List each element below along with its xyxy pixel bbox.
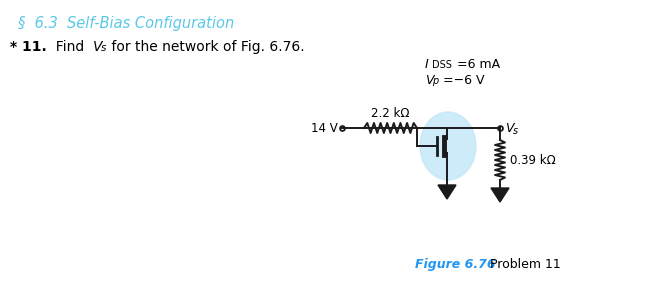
Text: * 11.: * 11. bbox=[10, 40, 47, 54]
Ellipse shape bbox=[420, 112, 476, 180]
Text: DSS: DSS bbox=[432, 60, 452, 70]
Text: 14 V: 14 V bbox=[311, 121, 338, 135]
Text: p: p bbox=[432, 76, 438, 86]
Text: =−6 V: =−6 V bbox=[439, 74, 485, 87]
Text: §  6.3  Self-Bias Configuration: § 6.3 Self-Bias Configuration bbox=[18, 16, 234, 31]
Text: I: I bbox=[425, 58, 429, 71]
Polygon shape bbox=[491, 188, 509, 202]
Text: Figure 6.76: Figure 6.76 bbox=[415, 258, 496, 271]
Text: Problem 11: Problem 11 bbox=[478, 258, 561, 271]
Text: V: V bbox=[505, 121, 513, 135]
Text: 0.39 kΩ: 0.39 kΩ bbox=[510, 153, 556, 167]
Polygon shape bbox=[438, 185, 456, 199]
Text: 2.2 kΩ: 2.2 kΩ bbox=[372, 107, 409, 120]
Text: V: V bbox=[425, 74, 434, 87]
Text: =6 mA: =6 mA bbox=[453, 58, 500, 71]
Text: V: V bbox=[93, 40, 103, 54]
Text: for the network of Fig. 6.76.: for the network of Fig. 6.76. bbox=[107, 40, 305, 54]
Text: Find: Find bbox=[47, 40, 89, 54]
Text: s: s bbox=[101, 43, 106, 53]
Text: s: s bbox=[513, 126, 518, 136]
